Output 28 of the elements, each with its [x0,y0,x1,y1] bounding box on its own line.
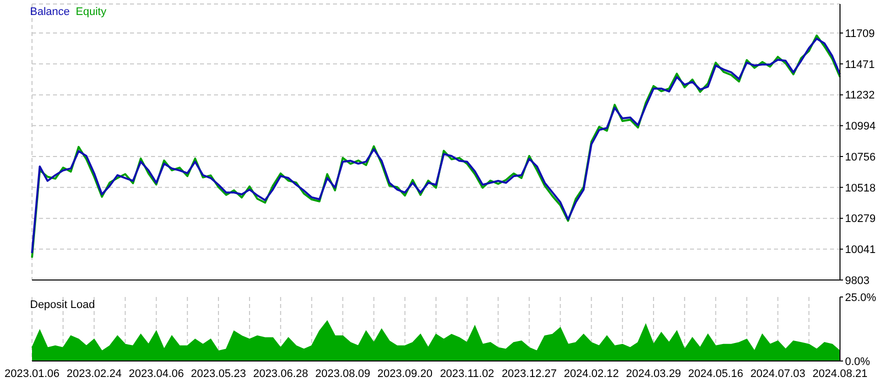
x-tick-label: 2023.11.02 [440,368,494,379]
x-tick-label: 2023.02.24 [66,368,122,379]
y-tick-label: 10994 [845,120,876,133]
y-tick-label: 11232 [845,90,875,102]
x-tick-label: 2024.05.16 [688,368,744,379]
y-tick-label: 9803 [845,274,870,287]
x-tick-label: 2024.03.29 [626,368,682,379]
text: Balance [30,6,70,18]
x-tick-label: 2023.09.20 [377,368,432,379]
x-tick-label: 2023.01.06 [4,368,60,379]
y-tick-label: 11709 [845,28,875,40]
x-tick-label: 2024.08.21 [812,368,868,379]
x-tick-label: 2023.06.28 [253,368,308,379]
y-tick-label: 10756 [845,151,876,164]
x-tick-label: 2024.07.03 [750,368,806,379]
x-tick-label: 2023.04.06 [128,368,184,379]
y-tick-label: 10041 [845,244,876,256]
y-tick-label: 10518 [845,182,876,194]
x-tick-label: 2023.05.23 [190,368,246,379]
y-tick-label: 10279 [845,213,876,226]
y-tick-label: 25.0% [845,292,876,304]
y-tick-label: 0.0% [845,356,870,368]
chart-title: Deposit Load [30,299,95,311]
x-tick-label: 2024.02.12 [564,368,619,379]
y-tick-label: 11471 [845,58,875,71]
x-tick-label: 2023.12.27 [502,368,557,379]
text: Equity [76,6,106,18]
x-tick-label: 2023.08.09 [315,368,370,379]
